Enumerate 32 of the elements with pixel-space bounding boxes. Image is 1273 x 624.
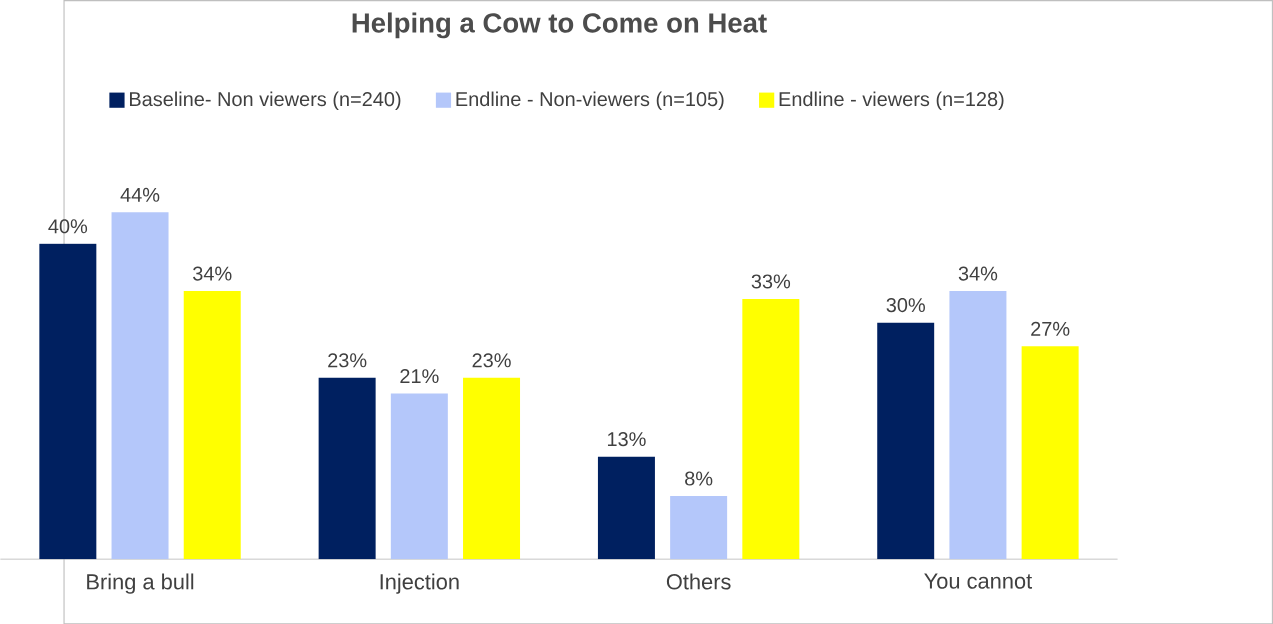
- x-tick-label: Bring a bull: [87, 573, 194, 594]
- chart-title: Helping a Cow to Come on Heat: [352, 12, 767, 39]
- data-label: 21%: [400, 368, 439, 383]
- bar: [318, 377, 376, 559]
- bar: [463, 377, 521, 559]
- data-label: 30%: [886, 297, 925, 313]
- bar: [39, 243, 97, 559]
- data-label: 23%: [472, 353, 511, 368]
- bar: [670, 495, 728, 559]
- bar: [111, 212, 169, 559]
- x-tick-label: Others: [666, 573, 731, 590]
- x-tick-label: Injection: [380, 573, 459, 594]
- legend-label: Endline - viewers (n=128): [779, 91, 1004, 110]
- bar: [949, 290, 1007, 559]
- data-label: 13%: [607, 431, 646, 447]
- bar: [877, 322, 935, 559]
- data-label: 23%: [328, 353, 367, 368]
- legend-label: Baseline- Non viewers (n=240): [129, 91, 401, 110]
- x-tick-label: You cannot: [924, 573, 1033, 589]
- data-label: 40%: [48, 219, 88, 234]
- bar: [183, 290, 241, 559]
- data-label: 33%: [751, 274, 791, 289]
- data-label: 34%: [193, 266, 232, 281]
- data-label: 27%: [1031, 321, 1070, 336]
- legend-label: Endline - Non-viewers (n=105): [456, 91, 724, 110]
- data-label: 34%: [958, 266, 998, 281]
- bar: [742, 298, 800, 559]
- bar: [597, 456, 655, 559]
- data-label: 44%: [120, 187, 160, 202]
- data-label: 8%: [685, 471, 713, 486]
- bar: [1021, 346, 1079, 559]
- bar: [390, 393, 448, 559]
